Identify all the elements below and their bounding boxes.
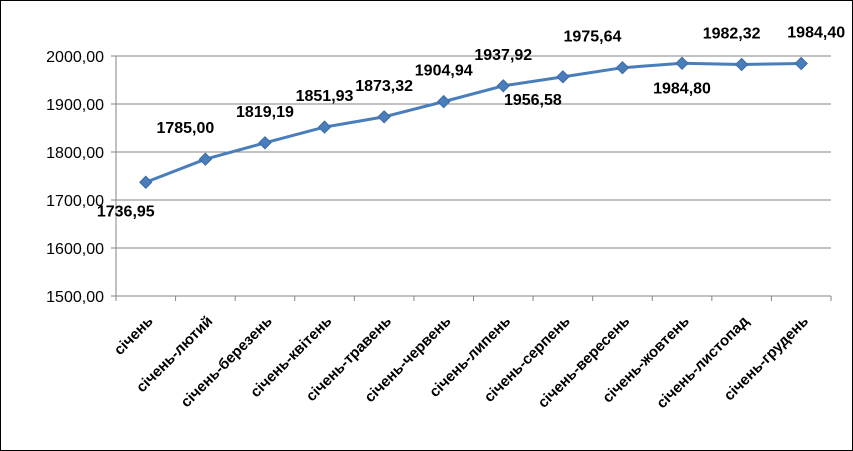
data-point-marker <box>615 60 630 75</box>
y-tick-label: 1600,00 <box>46 241 104 258</box>
series <box>139 56 808 189</box>
data-point-marker <box>556 70 570 84</box>
data-label: 1904,94 <box>415 63 473 80</box>
gridlines <box>116 55 831 249</box>
data-point-marker <box>675 56 689 71</box>
y-tick-label: 2000,00 <box>46 49 104 66</box>
data-point-marker <box>198 152 213 166</box>
data-label: 1982,32 <box>703 25 761 42</box>
y-tick-label: 1700,00 <box>46 193 104 210</box>
data-point-marker <box>317 120 332 134</box>
data-label: 1851,93 <box>296 88 354 105</box>
data-point-marker <box>258 136 272 150</box>
data-label: 1873,32 <box>355 78 413 95</box>
data-label: 1984,40 <box>787 24 845 41</box>
data-point-marker <box>794 56 808 71</box>
data-label: 1736,95 <box>97 203 155 220</box>
y-tick-label: 1500,00 <box>46 289 104 306</box>
axes <box>111 55 832 301</box>
data-point-marker <box>734 57 749 72</box>
data-label: 1956,58 <box>504 92 562 109</box>
x-tick-label: січень <box>111 313 157 359</box>
data-label: 1984,80 <box>653 80 711 97</box>
y-tick-label: 1800,00 <box>46 145 104 162</box>
data-label: 1785,00 <box>156 120 214 137</box>
data-label: 1975,64 <box>564 29 622 46</box>
data-label: 1819,19 <box>236 104 294 121</box>
data-point-marker <box>377 110 391 124</box>
data-point-marker <box>437 94 451 109</box>
data-point-marker <box>139 175 153 189</box>
y-axis-tick-labels: 1500,00 1600,00 1700,00 1800,00 1900,00 2000,… <box>46 49 104 306</box>
data-point-marker <box>496 79 510 93</box>
x-axis-tick-labels: січеньсічень-лютийсічень-березеньсічень-… <box>111 312 812 411</box>
series-line <box>145 61 802 184</box>
y-tick-label: 1900,00 <box>46 97 104 114</box>
data-label: 1937,92 <box>474 47 532 64</box>
data-labels: 1736,95 1785,00 1819,191851,931873,321904,… <box>97 24 845 220</box>
